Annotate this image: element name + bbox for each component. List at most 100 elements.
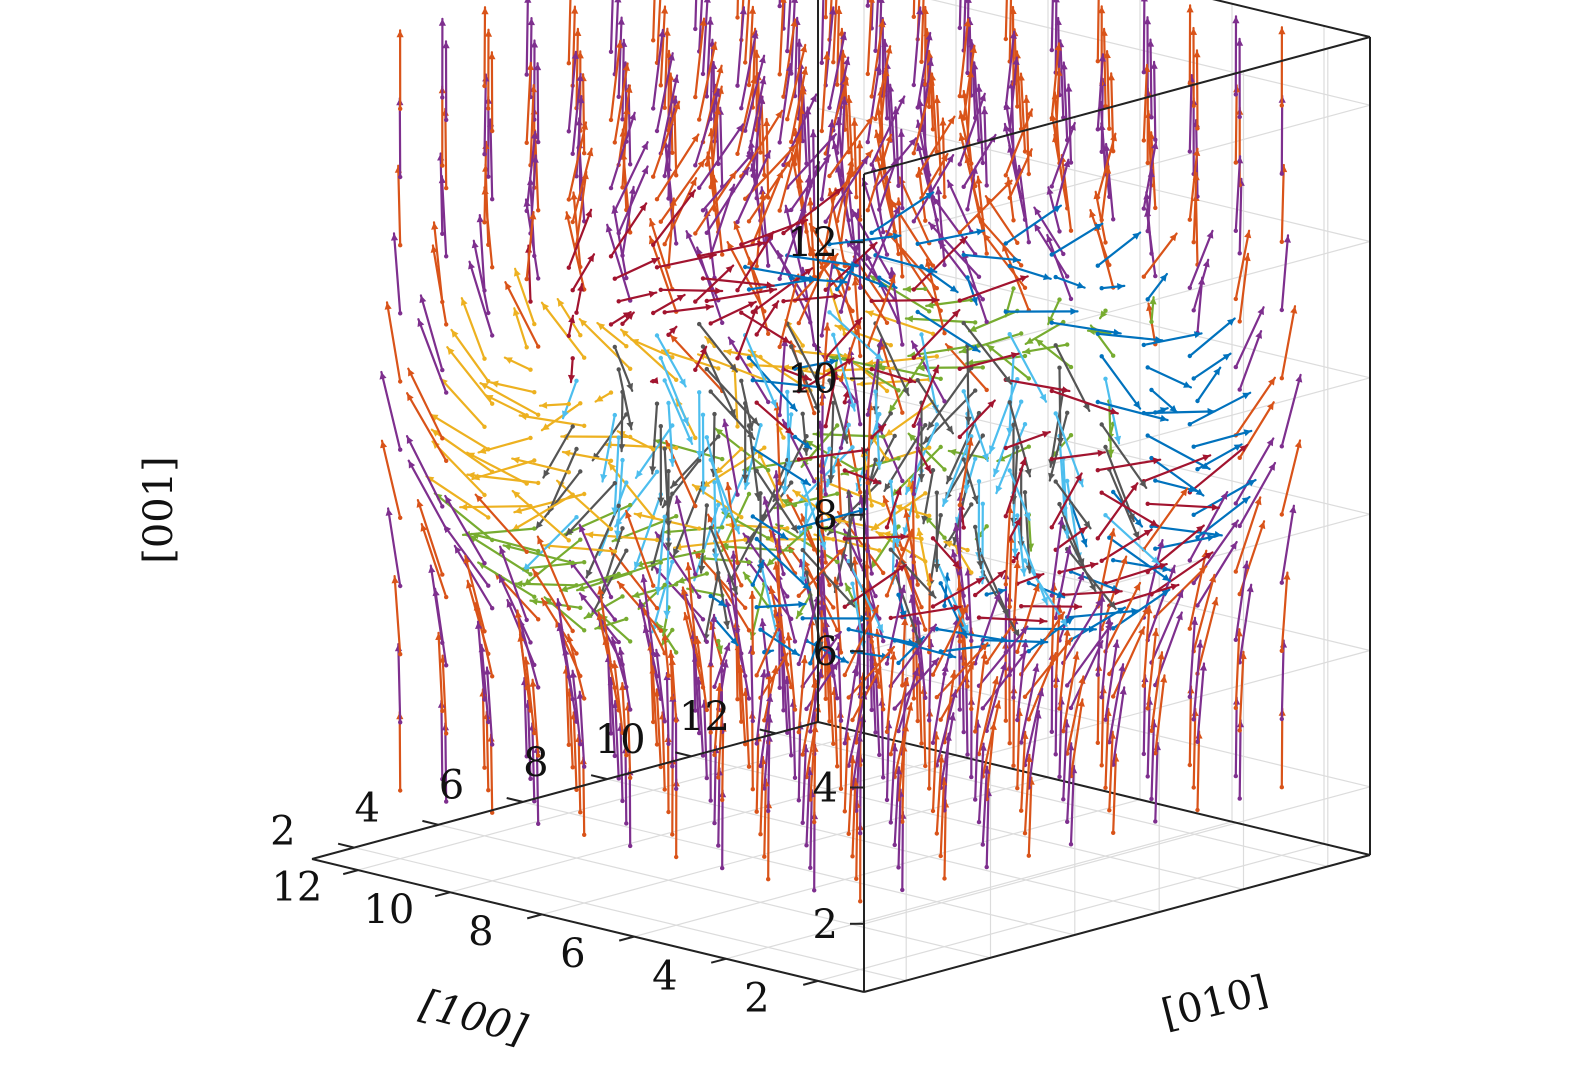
spin-arrow-shaft xyxy=(713,549,729,630)
spin-arrow-head xyxy=(959,346,968,354)
spin-arrow xyxy=(750,514,789,541)
spin-arrow-head xyxy=(1268,377,1275,386)
spin-arrow xyxy=(556,298,583,338)
spin-arrow xyxy=(616,367,634,431)
spin-arrow-head xyxy=(823,323,831,331)
spin-arrow xyxy=(799,502,809,585)
spin-arrow-head xyxy=(877,0,885,3)
spin-arrow-shaft xyxy=(901,616,907,687)
spin-arrow-head xyxy=(903,510,911,518)
spin-arrow-head xyxy=(898,564,906,572)
spin-arrow-head xyxy=(853,242,861,251)
spin-arrow xyxy=(708,525,739,595)
spin-arrow xyxy=(696,246,725,325)
spin-arrow-shaft xyxy=(912,308,961,359)
spin-arrow xyxy=(1233,229,1252,302)
spin-arrow-shaft xyxy=(776,572,797,643)
spin-arrow-shaft xyxy=(655,688,662,769)
spin-arrow-shaft xyxy=(916,115,956,177)
spin-arrow xyxy=(1049,222,1104,257)
spin-arrow-head xyxy=(894,487,902,496)
spin-arrow xyxy=(915,228,986,246)
spin-arrow-head xyxy=(865,150,873,159)
spin-arrow-shaft xyxy=(985,787,990,869)
spin-arrow-head xyxy=(1201,462,1210,469)
spin-arrow-head xyxy=(1059,618,1067,626)
spin-arrow-shaft xyxy=(778,0,781,8)
spin-arrow-shaft xyxy=(790,154,831,211)
spin-arrow-shaft xyxy=(958,92,986,166)
spin-arrow xyxy=(727,336,771,405)
spin-arrow-shaft xyxy=(1094,190,1107,244)
spin-arrow-head xyxy=(641,142,648,151)
spin-arrow-head xyxy=(839,278,847,286)
spin-arrow xyxy=(835,158,855,224)
spin-arrow-shaft xyxy=(893,571,922,648)
spin-arrow-shaft xyxy=(1196,596,1218,675)
spin-arrow xyxy=(1191,639,1204,722)
spin-arrow-head xyxy=(1002,608,1009,617)
spin-arrow-shaft xyxy=(1100,165,1110,222)
spin-arrow-shaft xyxy=(653,565,705,621)
spin-arrow xyxy=(637,599,660,679)
spin-arrow-head xyxy=(661,6,669,14)
spin-arrow-shaft xyxy=(1192,172,1198,244)
spin-arrow xyxy=(567,356,576,384)
spin-arrow-shaft xyxy=(533,129,540,212)
spin-arrow-shaft xyxy=(874,674,881,757)
spin-arrow xyxy=(973,650,988,734)
spin-arrow-shaft xyxy=(977,548,1010,618)
spin-arrow xyxy=(1065,83,1074,165)
spin-arrow-head xyxy=(1023,512,1031,520)
spin-arrow-head xyxy=(1019,458,1027,466)
spin-arrow-head xyxy=(1056,437,1064,445)
spin-arrow xyxy=(626,767,634,849)
spin-arrow-shaft xyxy=(874,137,918,189)
spin-arrow-shaft xyxy=(1280,639,1285,721)
spin-arrow xyxy=(654,333,687,388)
spin-arrow xyxy=(827,115,874,179)
spin-arrow-shaft xyxy=(962,322,1013,385)
spin-arrow-shaft xyxy=(806,106,812,188)
spin-arrow-shaft xyxy=(706,513,743,587)
spin-arrow xyxy=(654,514,667,596)
grid-line xyxy=(863,649,1371,789)
spin-arrow-head xyxy=(1078,676,1086,684)
spin-arrow-shaft xyxy=(763,714,772,790)
spin-arrow xyxy=(674,495,698,577)
spin-arrow xyxy=(777,132,803,213)
spin-arrow-shaft xyxy=(504,281,540,348)
spin-arrow-shaft xyxy=(1050,582,1056,665)
spin-arrow-shaft xyxy=(591,413,628,462)
spin-arrow-shaft xyxy=(1188,685,1193,767)
spin-arrow-head xyxy=(614,0,622,3)
spin-arrow-head xyxy=(724,348,732,356)
spin-arrow-head xyxy=(1196,525,1204,533)
spin-arrow xyxy=(735,150,772,225)
spin-arrow xyxy=(1141,331,1203,348)
spin-arrow-head xyxy=(1183,381,1191,388)
spin-arrow xyxy=(916,142,939,223)
spin-arrow-shaft xyxy=(1234,437,1275,505)
spin-arrow-shaft xyxy=(977,625,1029,687)
spin-arrow-head xyxy=(1267,402,1274,411)
spin-arrow xyxy=(630,338,675,360)
spin-arrow xyxy=(915,378,955,435)
spin-arrow-shaft xyxy=(669,72,674,154)
spin-arrow-head xyxy=(947,116,955,125)
spin-arrow-shaft xyxy=(571,253,596,292)
spin-arrow-head xyxy=(720,507,728,515)
spin-arrow-head xyxy=(712,553,720,561)
spin-arrow xyxy=(746,5,757,88)
spin-arrow xyxy=(842,389,850,405)
spin-arrow xyxy=(915,309,981,353)
spin-arrow-head xyxy=(586,531,594,539)
spin-arrow-head xyxy=(827,120,835,128)
spin-arrow-head xyxy=(1004,180,1012,189)
spin-arrow-shaft xyxy=(617,368,633,431)
spin-arrow xyxy=(697,123,745,190)
spin-arrow-head xyxy=(1000,662,1008,671)
spin-arrow xyxy=(651,0,656,43)
spin-arrow xyxy=(522,515,579,572)
spin-arrow-head xyxy=(989,445,996,453)
